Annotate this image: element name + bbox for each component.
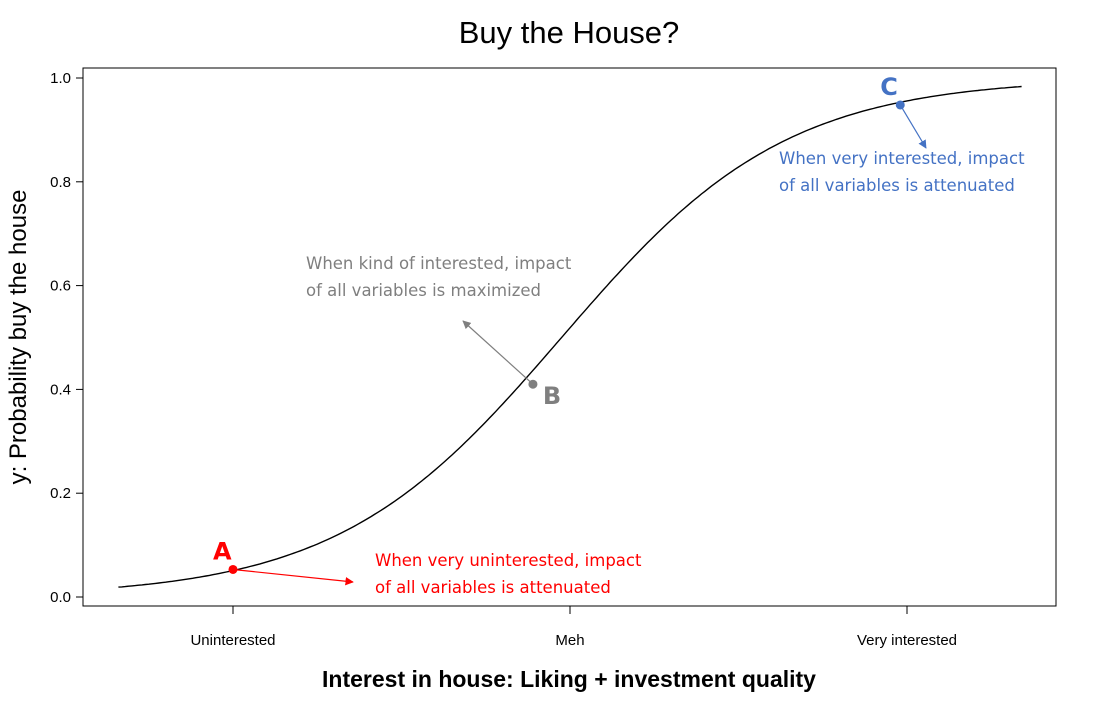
- x-tick-label: Very interested: [857, 632, 957, 649]
- y-tick-label: 0.0: [50, 589, 71, 606]
- x-tick-label: Uninterested: [190, 632, 275, 649]
- point-b: B When kind of interested, impact of all v…: [306, 254, 572, 410]
- point-a: A When very uninterested, impact of all va…: [213, 537, 642, 597]
- y-tick-label: 0.8: [50, 174, 71, 191]
- probability-curve: [118, 85, 1022, 588]
- point-label: C: [880, 73, 898, 101]
- y-tick-label: 0.2: [50, 485, 71, 502]
- point-c: C When very interested, impact of all vari…: [779, 73, 1025, 195]
- x-tick-label: Meh: [555, 632, 584, 649]
- chart-title: Buy the House?: [459, 15, 680, 50]
- annotation-arrow: [899, 104, 927, 149]
- point-label: A: [213, 537, 232, 565]
- x-axis: Uninterested Meh Very interested: [190, 605, 957, 649]
- y-tick-label: 1.0: [50, 70, 71, 87]
- data-point-marker: [895, 100, 905, 110]
- y-tick-label: 0.6: [50, 278, 71, 295]
- data-point-marker: [528, 379, 538, 389]
- annotation-text: When kind of interested, impact: [306, 254, 572, 273]
- annotation-text: When very interested, impact: [779, 149, 1025, 168]
- annotation-arrow: [232, 568, 354, 586]
- annotation-arrow: [462, 320, 534, 385]
- annotation-text: of all variables is maximized: [306, 281, 541, 300]
- annotation-text: of all variables is attenuated: [779, 176, 1015, 195]
- annotation-text: When very uninterested, impact: [375, 551, 642, 570]
- y-axis: 0.0 0.2 0.4 0.6 0.8 1.0: [50, 70, 84, 606]
- point-label: B: [543, 382, 561, 410]
- x-axis-label: Interest in house: Liking + investment q…: [322, 666, 816, 692]
- y-tick-label: 0.4: [50, 381, 71, 398]
- data-point-marker: [228, 564, 238, 574]
- y-axis-label: y: Probability buy the house: [5, 190, 32, 485]
- annotations: A When very uninterested, impact of all va…: [213, 73, 1025, 597]
- annotation-text: of all variables is attenuated: [375, 578, 611, 597]
